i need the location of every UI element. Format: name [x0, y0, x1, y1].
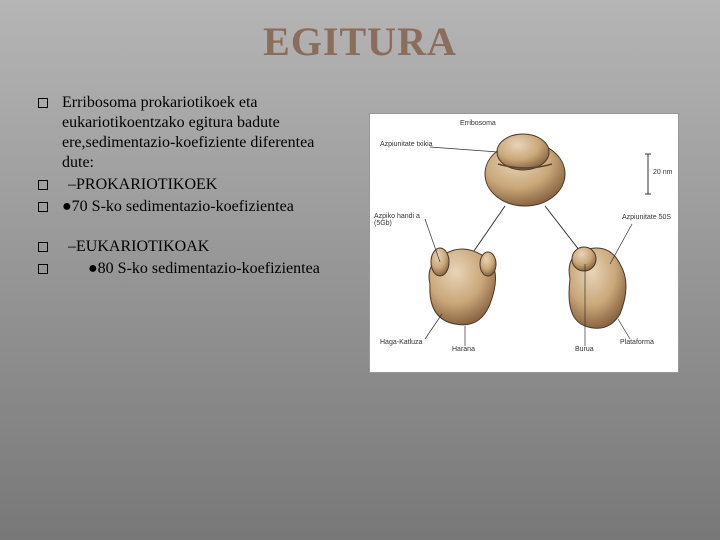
bullet-icon — [38, 98, 48, 108]
slide-title: EGITURA — [0, 0, 720, 65]
diagram-label: 20 nm — [653, 169, 672, 176]
bullet-icon — [38, 264, 48, 274]
ribosome-diagram: Erribosoma 20 nm Azpiunitate txikia Azpi… — [369, 113, 679, 373]
bullet-text: –EUKARIOTIKOAK — [62, 237, 348, 257]
diagram-label: Haga-Katluza — [380, 339, 422, 346]
diagram-label: Erribosoma — [460, 120, 496, 127]
bullet-text: Erribosoma prokariotikoek eta eukariotik… — [62, 93, 348, 173]
diagram-label: Azpiko handi a (5Gb) — [374, 213, 434, 227]
ribosome-svg — [370, 114, 680, 374]
list-item: –PROKARIOTIKOEK — [38, 175, 348, 195]
diagram-label: Harana — [452, 346, 475, 353]
diagram-label: Plataforma — [620, 339, 654, 346]
list-item: ●80 S-ko sedimentazio-koefizientea — [38, 259, 348, 279]
bullet-list: Erribosoma prokariotikoek eta eukariotik… — [38, 93, 348, 373]
bullet-text: –PROKARIOTIKOEK — [62, 175, 348, 195]
diagram-label: Azpiunitate 50S — [622, 214, 677, 221]
bullet-icon — [38, 180, 48, 190]
content-area: Erribosoma prokariotikoek eta eukariotik… — [0, 65, 720, 373]
bullet-icon — [38, 242, 48, 252]
list-item: Erribosoma prokariotikoek eta eukariotik… — [38, 93, 348, 173]
figure-area: Erribosoma 20 nm Azpiunitate txikia Azpi… — [348, 93, 700, 373]
diagram-label: Azpiunitate txikia — [380, 141, 433, 148]
bullet-icon — [38, 202, 48, 212]
diagram-label: Burua — [575, 346, 594, 353]
bullet-text: ●80 S-ko sedimentazio-koefizientea — [62, 259, 348, 279]
list-item: ●70 S-ko sedimentazio-koefizientea — [38, 197, 348, 217]
list-item: –EUKARIOTIKOAK — [38, 237, 348, 257]
bullet-text: ●70 S-ko sedimentazio-koefizientea — [62, 197, 348, 217]
